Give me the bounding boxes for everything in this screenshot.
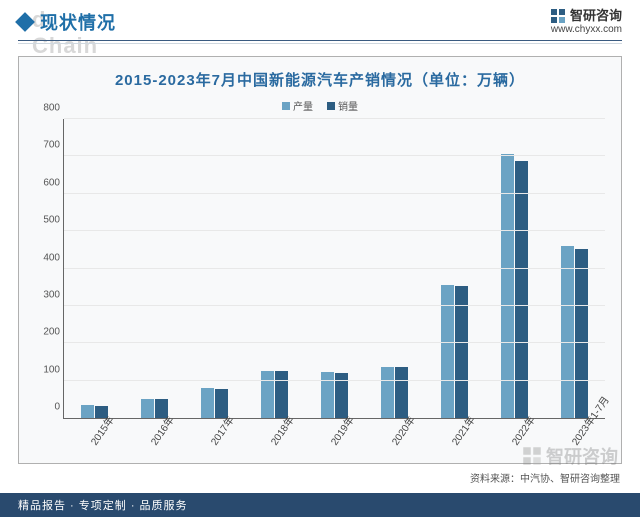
grid-line [64,342,605,343]
grid-line [64,380,605,381]
grid-line [64,268,605,269]
bar-group: 2022年 [485,119,545,418]
brand-block: 智研咨询 [550,8,622,24]
bar [561,246,574,418]
header-right: 智研咨询 www.chyxx.com [550,8,622,36]
bar-group: 2015年 [64,119,124,418]
header-divider [18,40,622,41]
grid-line [64,155,605,156]
chart-plot-area: 2015年2016年2017年2018年2019年2020年2021年2022年… [63,119,605,419]
section-title: d Chain 现状情况 [40,9,116,35]
y-tick-label: 500 [34,215,60,226]
header-divider-thin [18,43,622,44]
brand-url: www.chyxx.com [550,24,622,36]
bar-group: 2023年1-7月 [545,119,605,418]
watermark-icon [522,446,542,466]
bar [141,399,154,418]
bar [81,405,94,418]
bar-group: 2016年 [124,119,184,418]
y-tick-label: 600 [34,177,60,188]
legend-item: 产量 [282,98,313,113]
y-tick-label: 700 [34,140,60,151]
bar-group: 2017年 [184,119,244,418]
page-header: d Chain 现状情况 智研咨询 www.chyxx.com [0,0,640,40]
y-tick-label: 100 [34,364,60,375]
legend-swatch [327,102,335,110]
bar [275,371,288,418]
bar [201,388,214,418]
source-text: 资料来源：中汽协、智研咨询整理 [470,470,620,485]
bar-group: 2021年 [425,119,485,418]
header-left: d Chain 现状情况 [18,9,116,35]
y-tick-label: 0 [34,402,60,413]
legend-label: 产量 [293,98,313,113]
y-tick-label: 200 [34,327,60,338]
bar [455,286,468,418]
grid-line [64,305,605,306]
y-tick-label: 300 [34,289,60,300]
section-title-text: 现状情况 [40,13,116,33]
bar [261,371,274,418]
diamond-icon [15,12,35,32]
y-tick-label: 800 [34,103,60,114]
bar-group: 2020年 [365,119,425,418]
grid-line [64,230,605,231]
bar [575,249,588,418]
chart-legend: 产量 销量 [29,98,611,113]
brand-name: 智研咨询 [570,8,622,24]
chart-container: 2015-2023年7月中国新能源汽车产销情况（单位：万辆） 产量 销量 2015… [18,56,622,464]
page-footer: 精品报告 · 专项定制 · 品质服务 [0,493,640,517]
grid-line [64,193,605,194]
chart-title: 2015-2023年7月中国新能源汽车产销情况（单位：万辆） [29,65,611,98]
bar-group: 2018年 [244,119,304,418]
grid-line [64,118,605,119]
bar [321,372,334,418]
y-tick-label: 400 [34,252,60,263]
bar [395,367,408,418]
footer-text: 精品报告 · 专项定制 · 品质服务 [18,497,188,513]
bar [381,367,394,418]
bar-group: 2019年 [304,119,364,418]
watermark-text: 智研咨询 [546,443,618,469]
legend-label: 销量 [338,98,358,113]
bars-layer: 2015年2016年2017年2018年2019年2020年2021年2022年… [64,119,605,418]
brand-logo-icon [550,8,566,24]
legend-swatch [282,102,290,110]
watermark-logo: 智研咨询 [522,443,618,469]
legend-item: 销量 [327,98,358,113]
